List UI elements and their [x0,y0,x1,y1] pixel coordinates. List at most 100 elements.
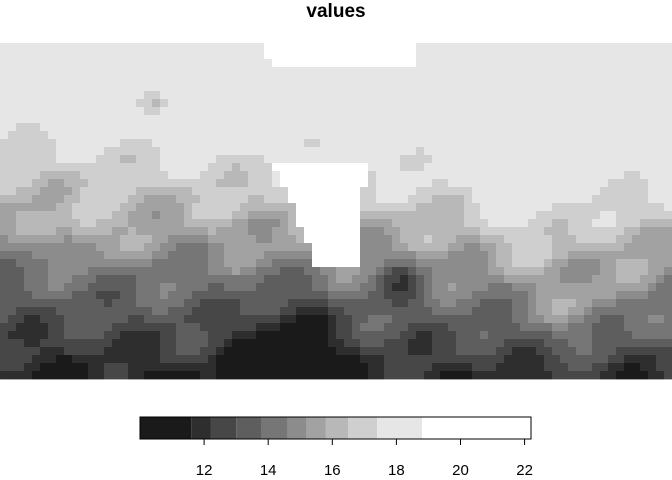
raster-cell [456,179,465,188]
raster-cell [16,235,25,244]
raster-cell [72,83,81,92]
raster-cell [160,323,169,332]
raster-cell [280,251,289,260]
raster-cell [336,291,345,300]
raster-cell [656,171,665,180]
raster-cell [512,355,521,364]
raster-cell [56,171,65,180]
raster-cell [208,307,217,316]
raster-cell [560,99,569,108]
raster-cell [584,115,593,124]
raster-cell [368,195,377,204]
raster-cell [208,235,217,244]
raster-cell [608,203,617,212]
raster-cell [280,267,289,276]
raster-cell [624,227,633,236]
raster-cell [480,43,489,52]
raster-cell [368,83,377,92]
raster-cell [32,99,41,108]
raster-cell [416,291,425,300]
raster-cell [376,291,385,300]
raster-cell [488,259,497,268]
raster-cell [176,299,185,308]
raster-cell [232,219,241,228]
raster-cell [160,75,169,84]
raster-cell [312,67,321,76]
raster-cell [216,259,225,268]
raster-cell [152,179,161,188]
raster-cell [400,275,409,284]
raster-cell [264,211,273,220]
raster-cell [200,363,209,372]
raster-cell [16,67,25,76]
raster-cell [216,243,225,252]
raster-cell [176,235,185,244]
raster-cell [536,307,545,316]
raster-cell [288,123,297,132]
raster-cell [264,163,273,172]
raster-cell [624,211,633,220]
raster-cell [624,251,633,260]
raster-cell [184,371,193,380]
raster-cell [400,315,409,324]
raster-cell [240,259,249,268]
raster-cell [232,163,241,172]
raster-cell [288,259,297,268]
raster-cell [384,179,393,188]
raster-cell [576,211,585,220]
raster-cell [296,291,305,300]
raster-cell [200,139,209,148]
raster-cell [488,91,497,100]
raster-cell [200,179,209,188]
raster-cell [616,323,625,332]
raster-cell [136,67,145,76]
raster-cell [224,299,233,308]
raster-cell [96,331,105,340]
raster-cell [520,107,529,116]
raster-cell [640,235,649,244]
raster-cell [184,227,193,236]
raster-cell [504,187,513,196]
raster-cell [592,99,601,108]
raster-cell [264,83,273,92]
raster-cell [640,155,649,164]
raster-cell [72,123,81,132]
raster-cell [208,363,217,372]
raster-cell [624,83,633,92]
raster-cell [304,211,313,220]
raster-cell [328,323,337,332]
raster-cell [312,315,321,324]
raster-cell [368,187,377,196]
raster-cell [112,171,121,180]
raster-cell [120,243,129,252]
raster-cell [16,155,25,164]
raster-cell [664,315,672,324]
raster-cell [216,227,225,236]
raster-cell [528,139,537,148]
raster-cell [592,51,601,60]
raster-cell [424,155,433,164]
raster-cell [104,75,113,84]
raster-cell [488,339,497,348]
raster-cell [568,139,577,148]
raster-cell [392,307,401,316]
raster-cell [48,371,57,380]
raster-cell [152,267,161,276]
raster-cell [256,179,265,188]
raster-cell [376,219,385,228]
raster-cell [328,67,337,76]
raster-cell [648,291,657,300]
raster-cell [120,371,129,380]
raster-cell [456,219,465,228]
raster-cell [520,75,529,84]
raster-cell [24,267,33,276]
raster-cell [32,171,41,180]
raster-cell [160,339,169,348]
raster-cell [184,91,193,100]
raster-cell [384,171,393,180]
raster-cell [112,123,121,132]
raster-cell [264,107,273,116]
raster-cell [304,315,313,324]
raster-cell [304,139,313,148]
raster-cell [520,51,529,60]
